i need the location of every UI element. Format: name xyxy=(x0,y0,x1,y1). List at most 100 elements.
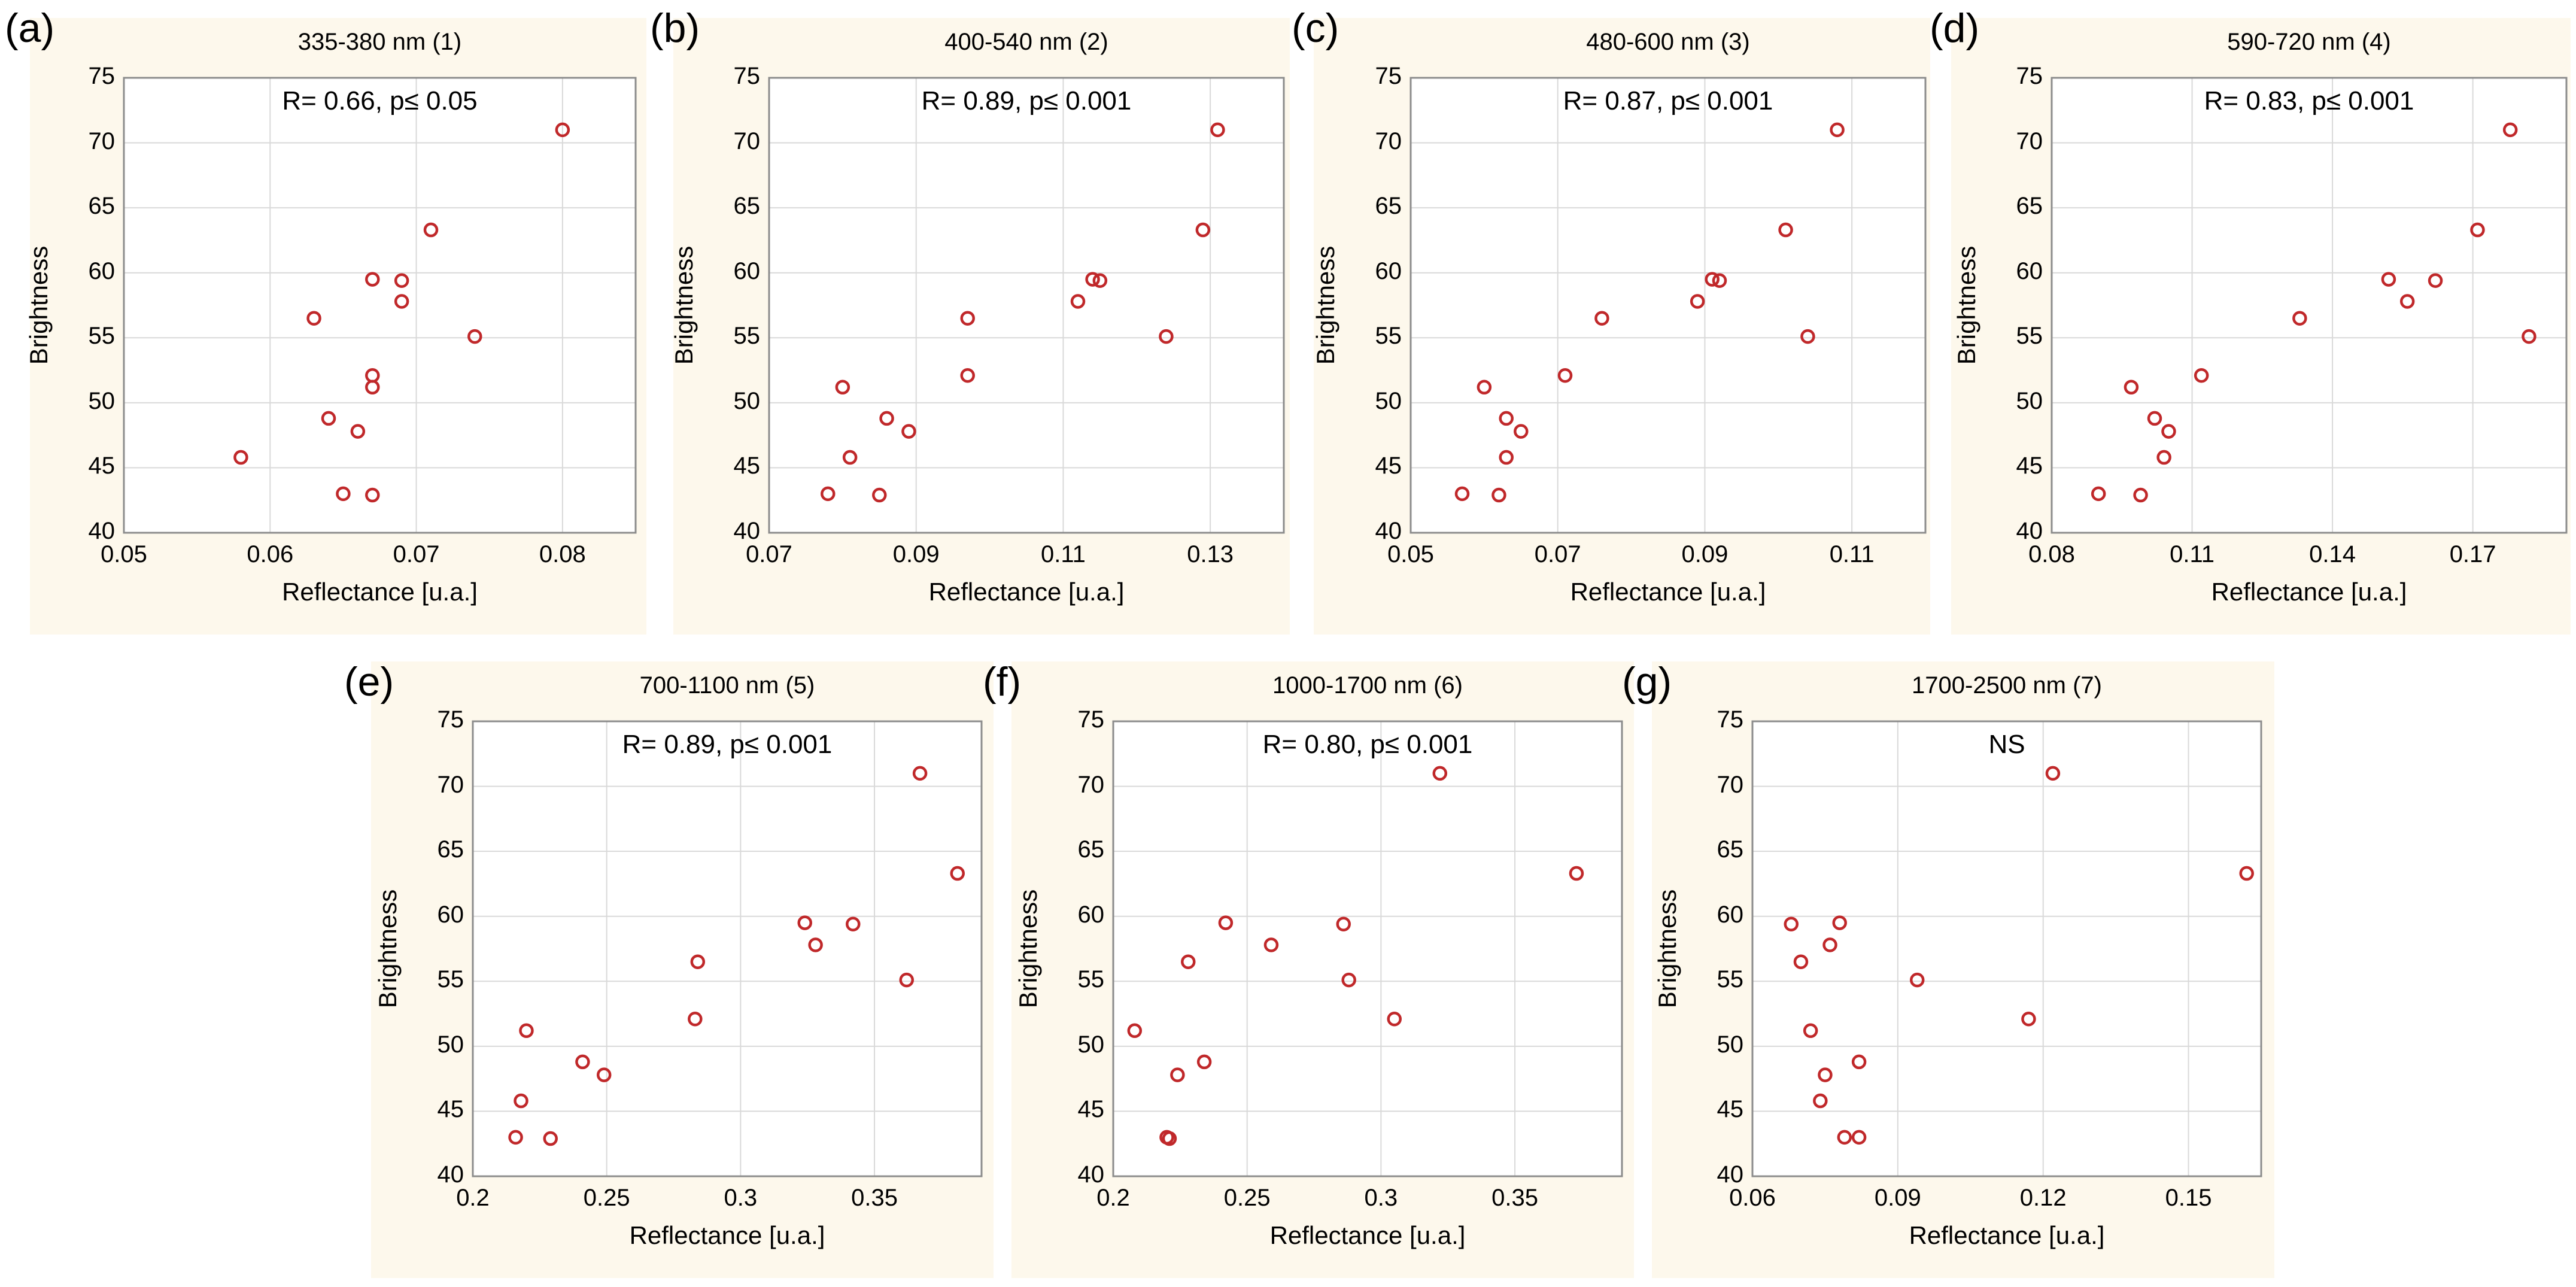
data-point xyxy=(2133,487,2148,503)
y-tick-label: 65 xyxy=(2016,193,2043,220)
stat-annotation: R= 0.87, p≤ 0.001 xyxy=(1563,86,1773,116)
y-tick-label: 75 xyxy=(88,63,116,89)
x-tick-label: 0.11 xyxy=(1829,541,1875,567)
y-tick-label: 50 xyxy=(733,387,761,414)
data-point xyxy=(1477,380,1492,395)
x-tick-label: 0.12 xyxy=(2019,1185,2067,1211)
y-tick-label: 75 xyxy=(1375,63,1402,89)
data-point xyxy=(2399,294,2415,309)
x-axis-label: Reflectance [u.a.] xyxy=(1909,1221,2105,1249)
data-point xyxy=(901,424,916,439)
stat-annotation: R= 0.80, p≤ 0.001 xyxy=(1262,730,1473,759)
plot-area xyxy=(124,78,636,533)
chart-title: 400-540 nm (2) xyxy=(944,29,1108,55)
data-point xyxy=(365,380,380,395)
data-point xyxy=(879,411,894,426)
y-tick-label: 45 xyxy=(1077,1096,1105,1123)
data-point xyxy=(1557,368,1573,383)
y-tick-label: 60 xyxy=(1375,257,1402,284)
x-tick-label: 0.09 xyxy=(892,541,940,567)
x-tick-label: 0.07 xyxy=(393,541,440,567)
y-tick-label: 45 xyxy=(88,453,116,479)
y-tick-label: 60 xyxy=(437,901,464,928)
x-axis-label: Reflectance [u.a.] xyxy=(1570,578,1766,606)
data-point xyxy=(2470,222,2485,238)
y-tick-label: 55 xyxy=(437,966,464,993)
data-point xyxy=(575,1054,590,1070)
data-point xyxy=(394,273,409,288)
y-tick-label: 65 xyxy=(1375,193,1402,220)
x-tick-label: 0.35 xyxy=(851,1185,898,1211)
chart-title: 700-1100 nm (5) xyxy=(639,672,815,699)
data-point xyxy=(872,487,887,503)
data-point xyxy=(1070,294,1086,309)
data-point xyxy=(1851,1130,1867,1145)
x-tick-label: 0.11 xyxy=(1040,541,1086,567)
panel-letter: (e) xyxy=(344,659,394,705)
y-tick-label: 40 xyxy=(1375,518,1402,544)
plot-frame xyxy=(1112,720,1623,1177)
plot-area xyxy=(473,721,982,1176)
data-point xyxy=(960,311,975,326)
x-tick-label: 0.25 xyxy=(1223,1185,1271,1211)
y-tick-label: 40 xyxy=(437,1161,464,1188)
x-tick-label: 0.05 xyxy=(101,541,147,567)
data-point xyxy=(519,1023,534,1039)
y-tick-label: 70 xyxy=(1375,128,1402,154)
data-point xyxy=(2021,1012,2036,1027)
x-tick-label: 0.05 xyxy=(1387,541,1434,567)
y-tick-label: 50 xyxy=(1077,1031,1105,1058)
x-tick-label: 0.06 xyxy=(1729,1185,1776,1211)
data-point xyxy=(1195,222,1211,238)
data-point xyxy=(2381,272,2396,287)
data-point xyxy=(1499,450,1514,465)
data-point xyxy=(1569,866,1584,881)
data-point xyxy=(321,411,336,426)
plot-frame xyxy=(123,77,637,534)
stat-annotation: NS xyxy=(1988,730,2025,759)
data-point xyxy=(960,368,975,383)
x-tick-label: 0.08 xyxy=(539,541,586,567)
data-point xyxy=(1778,222,1793,238)
y-tick-label: 75 xyxy=(437,706,464,733)
data-point xyxy=(821,486,836,502)
x-tick-label: 0.07 xyxy=(1534,541,1581,567)
data-point xyxy=(797,915,812,930)
data-point xyxy=(514,1093,528,1109)
plot-area xyxy=(1411,78,1925,533)
y-tick-label: 60 xyxy=(733,257,761,284)
data-point xyxy=(336,486,351,502)
data-point xyxy=(2239,866,2254,881)
x-axis-label: Reflectance [u.a.] xyxy=(2211,578,2407,606)
chart-title: 590-720 nm (4) xyxy=(2227,29,2391,55)
data-point xyxy=(1092,273,1108,288)
x-tick-label: 0.3 xyxy=(1364,1185,1398,1211)
plot-frame xyxy=(472,720,983,1177)
data-point xyxy=(1851,1054,1867,1070)
data-point xyxy=(1818,1067,1833,1082)
data-point xyxy=(1085,272,1100,287)
data-point xyxy=(350,424,366,439)
data-point xyxy=(1210,122,1225,138)
x-tick-label: 0.08 xyxy=(2028,541,2075,567)
y-tick-label: 65 xyxy=(1077,836,1105,863)
stat-annotation: R= 0.89, p≤ 0.001 xyxy=(921,86,1132,116)
y-tick-label: 55 xyxy=(1717,966,1744,993)
y-tick-label: 75 xyxy=(733,63,761,89)
data-point xyxy=(912,766,928,781)
data-point xyxy=(1594,311,1609,326)
y-tick-label: 65 xyxy=(733,193,761,220)
y-tick-label: 55 xyxy=(1077,966,1105,993)
plot-frame xyxy=(1751,720,2262,1177)
data-point xyxy=(1387,1012,1402,1027)
data-point xyxy=(2156,450,2171,465)
y-tick-label: 65 xyxy=(88,193,116,220)
stat-annotation: R= 0.83, p≤ 0.001 xyxy=(2204,86,2414,116)
x-axis-label: Reflectance [u.a.] xyxy=(629,1221,825,1249)
data-point xyxy=(233,450,248,465)
